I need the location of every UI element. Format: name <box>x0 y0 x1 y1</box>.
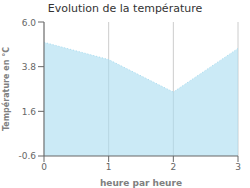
svg-text:0: 0 <box>41 162 47 172</box>
svg-text:1: 1 <box>106 162 112 172</box>
svg-text:3.8: 3.8 <box>22 62 37 72</box>
svg-text:Température en °C: Température en °C <box>1 47 11 131</box>
svg-text:-0.6: -0.6 <box>18 151 36 161</box>
svg-text:3: 3 <box>235 162 241 172</box>
html-text:Evolution de la température: Evolution de la température <box>47 2 203 15</box>
svg-text:6.0: 6.0 <box>22 18 37 28</box>
svg-text:1.6: 1.6 <box>22 107 37 117</box>
svg-text:heure par heure: heure par heure <box>100 178 182 188</box>
svg-text:2: 2 <box>170 162 176 172</box>
